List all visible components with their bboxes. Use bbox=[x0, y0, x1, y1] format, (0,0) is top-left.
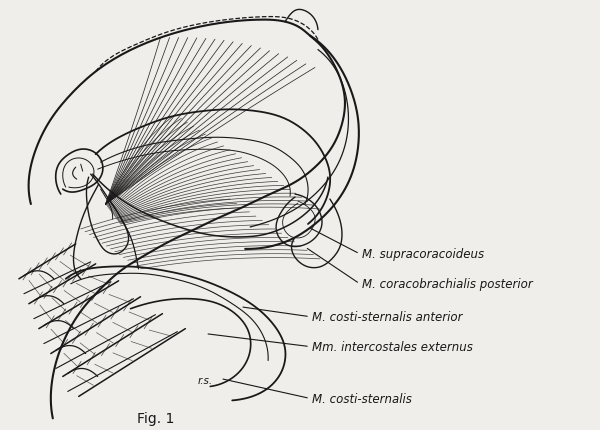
Text: r.s.: r.s. bbox=[198, 375, 213, 386]
Text: Fig. 1: Fig. 1 bbox=[137, 412, 174, 425]
Text: M. supracoracoideus: M. supracoracoideus bbox=[362, 248, 484, 261]
Text: M. coracobrachialis posterior: M. coracobrachialis posterior bbox=[362, 278, 533, 291]
Text: Mm. intercostales externus: Mm. intercostales externus bbox=[312, 340, 473, 353]
Text: M. costi-sternalis: M. costi-sternalis bbox=[312, 392, 412, 405]
Text: M. costi-sternalis anterior: M. costi-sternalis anterior bbox=[312, 310, 463, 323]
